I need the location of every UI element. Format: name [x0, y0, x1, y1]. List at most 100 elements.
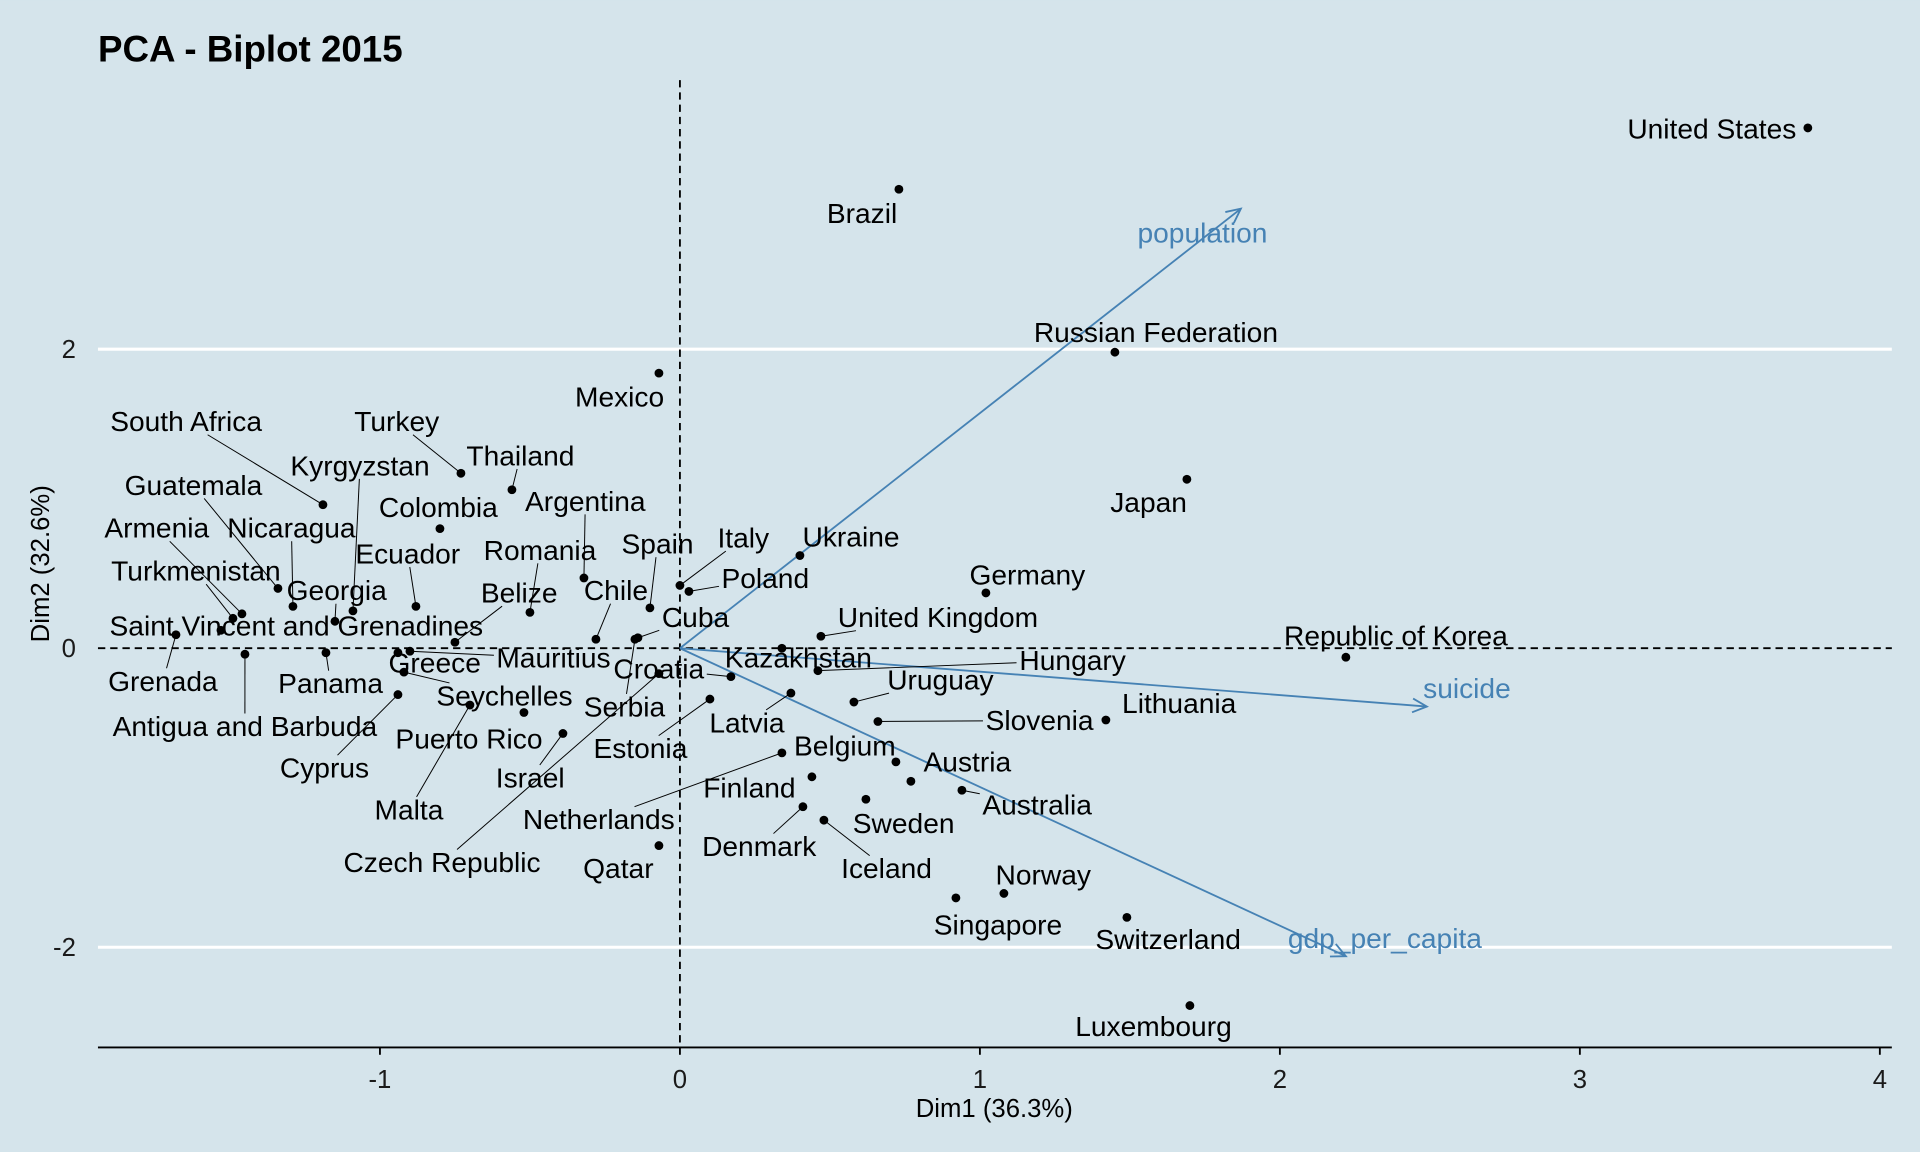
point	[1185, 1001, 1195, 1010]
point-label: Qatar	[583, 853, 653, 884]
point-label: Iceland	[841, 853, 932, 884]
point-label: Ecuador	[355, 538, 460, 569]
point	[807, 772, 817, 782]
y-tick-label: 2	[62, 336, 76, 364]
point-label: Belgium	[794, 731, 896, 762]
point	[654, 368, 664, 378]
point	[777, 643, 787, 653]
point	[777, 748, 787, 758]
point-label: Turkey	[354, 406, 440, 437]
point	[228, 613, 238, 623]
point	[558, 729, 568, 738]
point-label: Belize	[481, 578, 558, 609]
point-label: Switzerland	[1095, 924, 1241, 955]
point-label: Russian Federation	[1034, 317, 1278, 348]
point-label: Seychelles	[436, 681, 572, 712]
point-label: Georgia	[287, 575, 388, 606]
point	[519, 708, 529, 717]
point-label: Italy	[717, 523, 770, 554]
vector-gdp_per_capita	[679, 647, 1347, 958]
point-label: Singapore	[934, 909, 1062, 940]
point	[399, 667, 409, 677]
point-label: Hungary	[1019, 645, 1126, 676]
label-segment	[688, 585, 720, 592]
point-label: Argentina	[525, 486, 646, 517]
label-segment	[337, 694, 399, 756]
points	[171, 123, 1813, 1010]
vector-label: population	[1137, 218, 1267, 249]
point-label: Greece	[389, 647, 481, 678]
label-segment	[649, 557, 657, 608]
point-label: Republic of Korea	[1284, 621, 1508, 652]
point-label: Mauritius	[496, 643, 610, 674]
point	[816, 631, 826, 641]
point-label: Sweden	[853, 808, 955, 839]
point	[1341, 652, 1351, 662]
point	[906, 776, 916, 786]
point-label: Germany	[969, 559, 1086, 590]
point	[591, 634, 601, 644]
point	[450, 637, 460, 647]
point-label: Kazakhstan	[725, 643, 872, 674]
point	[654, 841, 664, 850]
point	[1182, 474, 1192, 484]
point	[999, 889, 1009, 898]
label-segment	[416, 704, 471, 798]
y-tick-label: -2	[53, 934, 76, 962]
label-segment	[409, 650, 494, 656]
point	[456, 468, 466, 478]
y-tick-label: 0	[62, 635, 76, 663]
point	[321, 648, 331, 658]
label-segment	[456, 673, 660, 850]
point-label: Lithuania	[1122, 688, 1237, 719]
x-tick-label: 1	[973, 1066, 987, 1094]
chart-title: PCA - Biplot 2015	[98, 29, 403, 70]
point	[411, 601, 421, 611]
x-tick-label: 0	[673, 1066, 687, 1094]
point	[957, 785, 967, 795]
point-label: Armenia	[104, 513, 209, 544]
point	[849, 697, 859, 707]
point-label: Estonia	[593, 733, 687, 764]
point	[1110, 347, 1120, 357]
point	[579, 573, 589, 583]
point-labels: United States Brazil Russian Federation Mex…	[104, 114, 1796, 1043]
point-label: United Kingdom	[838, 602, 1038, 633]
point	[216, 625, 226, 635]
point-label: Brazil	[827, 198, 897, 229]
point	[1803, 123, 1813, 133]
point	[795, 551, 805, 560]
label-segment	[658, 698, 711, 737]
point	[330, 616, 340, 626]
point-label: Turkmenistan	[111, 556, 281, 587]
point	[630, 634, 640, 644]
point-label: Guatemala	[125, 470, 263, 501]
label-segment	[352, 478, 360, 611]
point-label: Puerto Rico	[395, 723, 542, 754]
point-label: Poland	[721, 563, 809, 594]
point-label: Cyprus	[280, 753, 369, 784]
point-label: Panama	[278, 668, 383, 699]
x-tick-label: 2	[1273, 1066, 1287, 1094]
point-label: Saint Vincent and Grenadines	[110, 611, 484, 642]
point-label: Antigua and Barbuda	[113, 711, 378, 742]
point	[240, 649, 250, 659]
point	[237, 609, 247, 619]
point	[981, 588, 991, 598]
point-label: Norway	[996, 859, 1092, 890]
point	[318, 500, 328, 510]
vectors: population suicide gdp_per_capita	[679, 207, 1511, 958]
point-label: Thailand	[466, 441, 574, 472]
point-label: Japan	[1110, 487, 1187, 518]
point-label: Romania	[484, 535, 597, 566]
label-segment	[773, 806, 804, 834]
point-label: Croatia	[613, 654, 704, 685]
vector-suicide	[679, 647, 1427, 708]
x-tick-label: 3	[1573, 1066, 1587, 1094]
point-label: Serbia	[584, 692, 666, 723]
point	[405, 646, 415, 656]
x-tick-label: -1	[369, 1066, 392, 1094]
label-segment	[412, 434, 462, 474]
